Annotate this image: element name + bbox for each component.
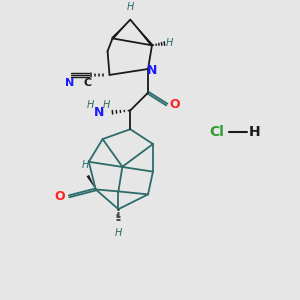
Text: H: H bbox=[82, 160, 89, 170]
Text: H: H bbox=[166, 38, 173, 48]
Text: H: H bbox=[87, 100, 94, 110]
Text: C: C bbox=[84, 78, 92, 88]
Polygon shape bbox=[86, 175, 96, 189]
Text: N: N bbox=[94, 106, 104, 119]
Text: H: H bbox=[115, 228, 122, 238]
Text: H: H bbox=[103, 100, 110, 110]
Polygon shape bbox=[111, 20, 130, 39]
Text: H: H bbox=[249, 125, 260, 139]
Text: H: H bbox=[127, 2, 134, 12]
Text: O: O bbox=[55, 190, 65, 203]
Text: Cl: Cl bbox=[210, 125, 225, 139]
Text: N: N bbox=[147, 64, 157, 77]
Text: O: O bbox=[169, 98, 180, 111]
Text: N: N bbox=[65, 78, 75, 88]
Polygon shape bbox=[130, 20, 153, 46]
